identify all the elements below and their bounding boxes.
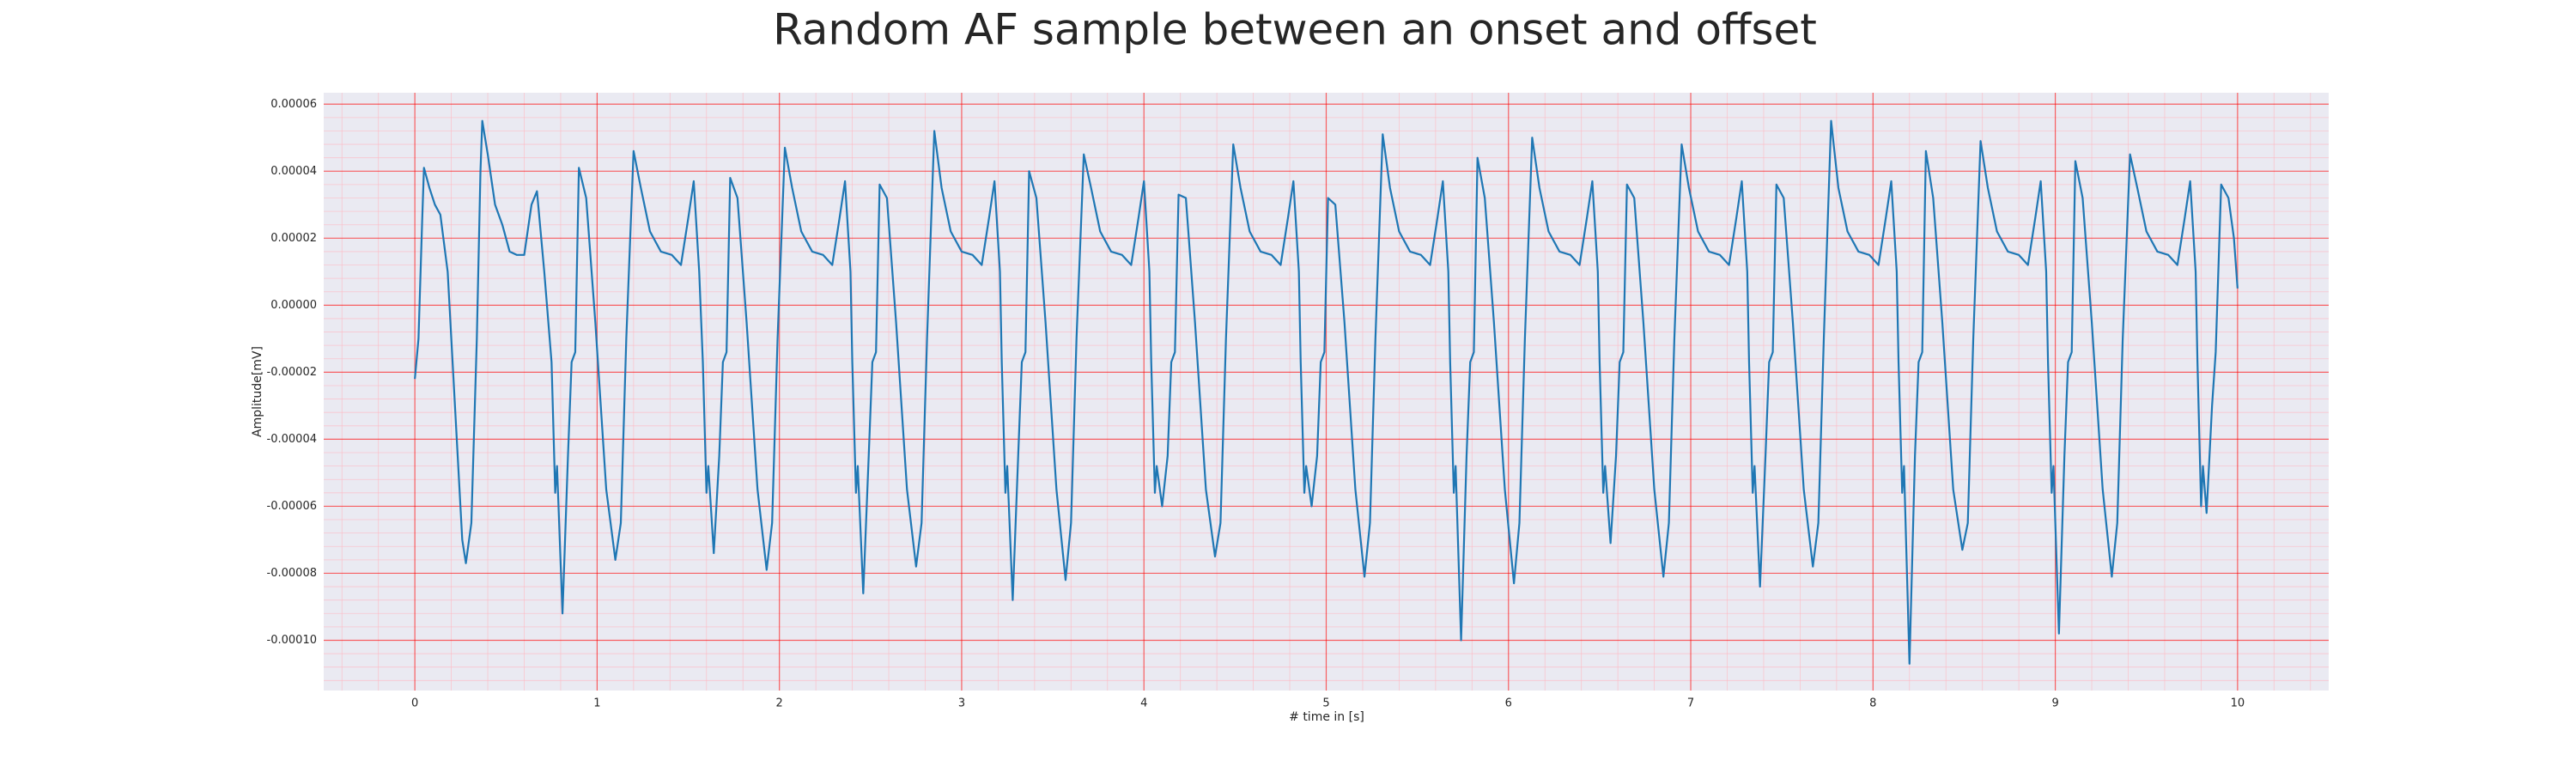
x-tick-label: 1	[593, 697, 600, 710]
x-tick-label: 5	[1322, 697, 1329, 710]
y-tick-label: -0.00002	[267, 366, 317, 379]
x-tick-label: 8	[1869, 697, 1876, 710]
y-tick-label: -0.00010	[267, 634, 317, 647]
x-tick-label: 2	[776, 697, 783, 710]
y-tick-label: 0.00000	[270, 299, 317, 312]
y-tick-label: 0.00002	[270, 232, 317, 245]
y-tick-label: -0.00006	[267, 500, 317, 513]
signal-line	[414, 119, 2239, 665]
y-tick-label: 0.00006	[270, 98, 317, 111]
x-tick-label: 3	[958, 697, 965, 710]
chart-title: Random AF sample between an onset and of…	[773, 5, 1817, 55]
y-tick-label: -0.00004	[267, 433, 317, 446]
y-tick-label: 0.00004	[270, 165, 317, 178]
x-tick-label: 10	[2231, 697, 2245, 710]
x-tick-label: 4	[1140, 697, 1147, 710]
x-tick-label: 0	[411, 697, 418, 710]
y-axis-label: Amplitude[mV]	[251, 346, 264, 437]
x-axis-label: # time in [s]	[1289, 710, 1364, 724]
x-tick-label: 9	[2051, 697, 2058, 710]
y-tick-label: -0.00008	[267, 567, 317, 580]
x-tick-label: 7	[1687, 697, 1694, 710]
x-tick-label: 6	[1505, 697, 1512, 710]
